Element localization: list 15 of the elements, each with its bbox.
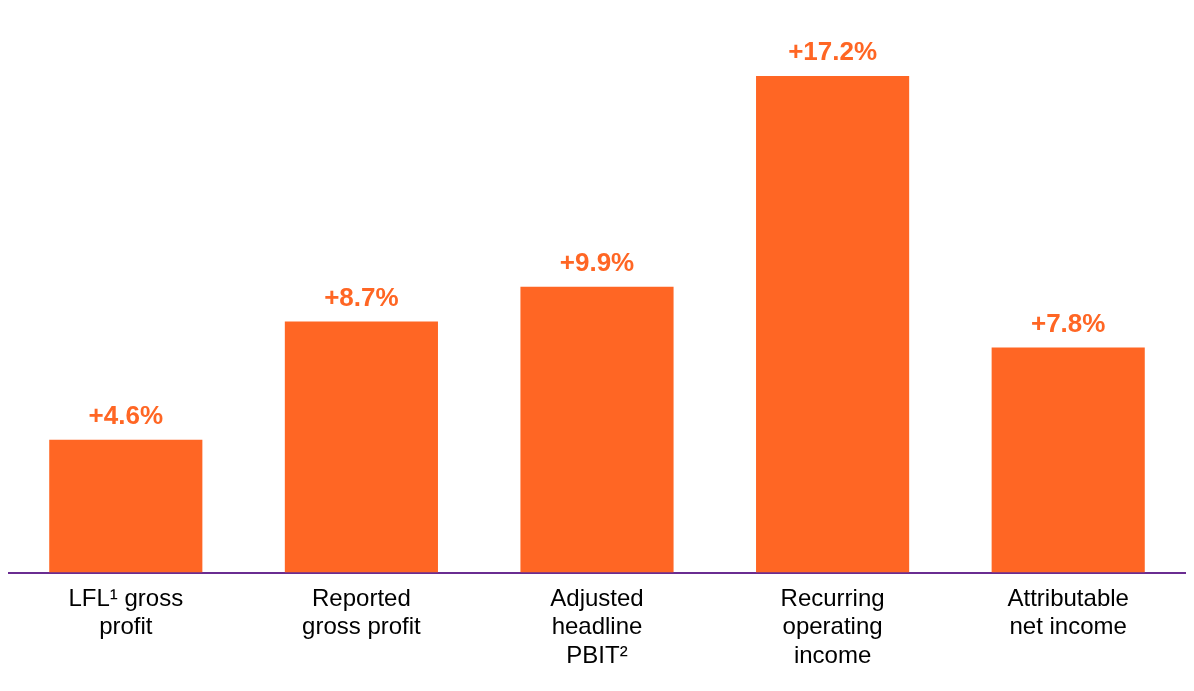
bar: [520, 286, 674, 573]
x-tick-label: Recurring operating income: [780, 583, 885, 669]
x-tick-label: Adjusted headline PBIT²: [550, 583, 644, 669]
x-tick-label: Reported gross profit: [302, 583, 422, 640]
bar: [284, 321, 438, 573]
bar: [756, 76, 910, 573]
bar: [991, 347, 1145, 573]
bar: [49, 439, 203, 573]
data-label: +7.8%: [1030, 307, 1106, 338]
data-label: +4.6%: [88, 399, 164, 430]
data-label: +8.7%: [324, 281, 399, 312]
data-label: +17.2%: [788, 36, 878, 67]
x-tick-label: Attributable net income: [1007, 583, 1129, 640]
x-tick-label: LFL¹ gross profit: [68, 583, 184, 640]
data-label: +9.9%: [559, 246, 635, 277]
